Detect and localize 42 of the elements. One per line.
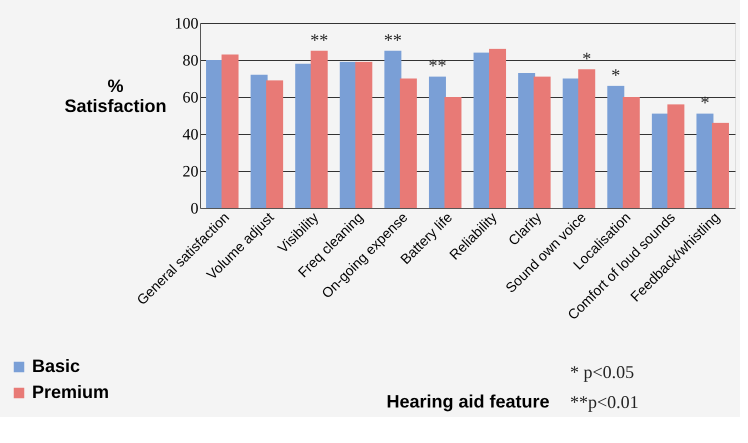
- annotation: *: [700, 92, 710, 113]
- annotation: *: [582, 48, 592, 68]
- bar: [384, 50, 402, 208]
- bar: [266, 80, 284, 208]
- annotation: *: [611, 64, 620, 85]
- bar: [355, 62, 372, 208]
- bar: [607, 86, 624, 208]
- bar: [518, 72, 536, 208]
- bar: [444, 97, 462, 208]
- annotation: **: [310, 30, 328, 50]
- y-tick-label: 60: [182, 90, 198, 106]
- y-tick-label: 20: [182, 164, 198, 180]
- text: * p<0.05: [570, 362, 634, 382]
- bar: [250, 74, 268, 208]
- bar: [652, 114, 669, 208]
- bar: [696, 114, 714, 208]
- bar: [622, 97, 640, 208]
- bar: [400, 78, 417, 208]
- bar: [428, 76, 446, 208]
- y-tick-label: 40: [182, 126, 198, 144]
- bar: [206, 60, 224, 208]
- bar: [534, 76, 551, 208]
- legend-label: Basic: [32, 356, 80, 376]
- bar: [489, 48, 506, 208]
- x-axis-title: Hearing aid feature: [386, 392, 550, 412]
- y-tick-label: 0: [190, 200, 198, 218]
- legend-label: Premium: [32, 382, 110, 402]
- bar: [222, 54, 239, 208]
- bar: [562, 78, 580, 208]
- bar: [474, 52, 491, 208]
- annotation: **: [384, 30, 402, 50]
- bar: [340, 62, 357, 208]
- annotation: **: [428, 56, 446, 76]
- y-axis-title: % Satisfaction: [64, 76, 167, 116]
- text: **p<0.01: [570, 392, 639, 412]
- y-tick-label: 100: [174, 16, 198, 32]
- bar: [578, 69, 596, 208]
- bar: [712, 122, 729, 208]
- bar: [667, 104, 684, 208]
- bar: [295, 64, 312, 208]
- y-tick-label: 80: [182, 52, 198, 70]
- bar: [310, 50, 328, 208]
